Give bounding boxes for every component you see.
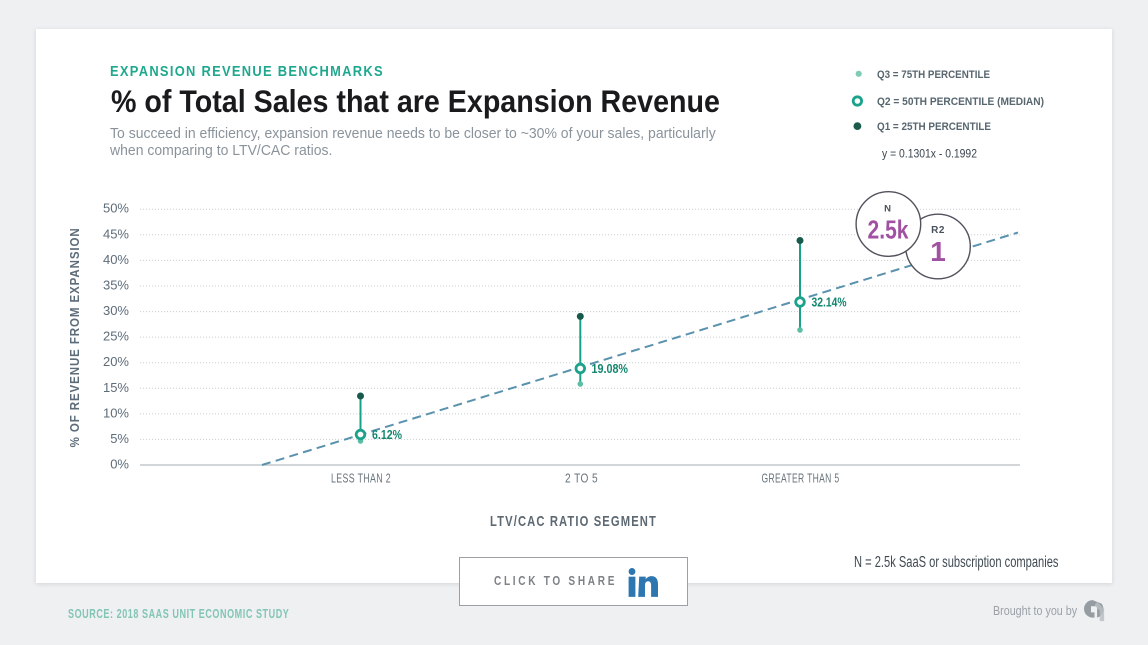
svg-text:6.12%: 6.12%: [372, 428, 402, 442]
svg-text:Q1 = 25TH PERCENTILE: Q1 = 25TH PERCENTILE: [877, 121, 991, 133]
svg-text:GREATER THAN 5: GREATER THAN 5: [762, 472, 840, 486]
svg-text:Q3 = 75TH PERCENTILE: Q3 = 75TH PERCENTILE: [877, 69, 990, 81]
svg-text:15%: 15%: [103, 380, 129, 395]
svg-text:10%: 10%: [103, 405, 129, 420]
svg-text:50%: 50%: [103, 201, 129, 216]
svg-text:20%: 20%: [103, 354, 129, 369]
svg-text:25%: 25%: [103, 329, 129, 344]
svg-text:Q2 = 50TH PERCENTILE (MEDIAN): Q2 = 50TH PERCENTILE (MEDIAN): [877, 96, 1044, 108]
svg-text:% OF REVENUE FROM EXPANSION: % OF REVENUE FROM EXPANSION: [67, 227, 82, 447]
svg-text:LTV/CAC RATIO SEGMENT: LTV/CAC RATIO SEGMENT: [490, 513, 657, 530]
svg-text:35%: 35%: [103, 278, 129, 293]
svg-text:40%: 40%: [103, 252, 129, 267]
svg-text:30%: 30%: [103, 303, 129, 318]
svg-text:R2: R2: [931, 225, 945, 236]
svg-text:1: 1: [930, 236, 946, 267]
svg-text:32.14%: 32.14%: [812, 296, 847, 310]
svg-text:N: N: [884, 204, 892, 215]
svg-text:LESS THAN 2: LESS THAN 2: [331, 472, 391, 486]
svg-text:0%: 0%: [110, 457, 129, 472]
svg-text:5%: 5%: [110, 431, 129, 446]
svg-text:2.5k: 2.5k: [868, 215, 909, 245]
svg-text:2 TO 5: 2 TO 5: [565, 472, 598, 486]
svg-text:19.08%: 19.08%: [592, 362, 629, 376]
svg-text:45%: 45%: [103, 226, 129, 241]
svg-text:y = 0.1301x - 0.1992: y = 0.1301x - 0.1992: [882, 148, 977, 160]
